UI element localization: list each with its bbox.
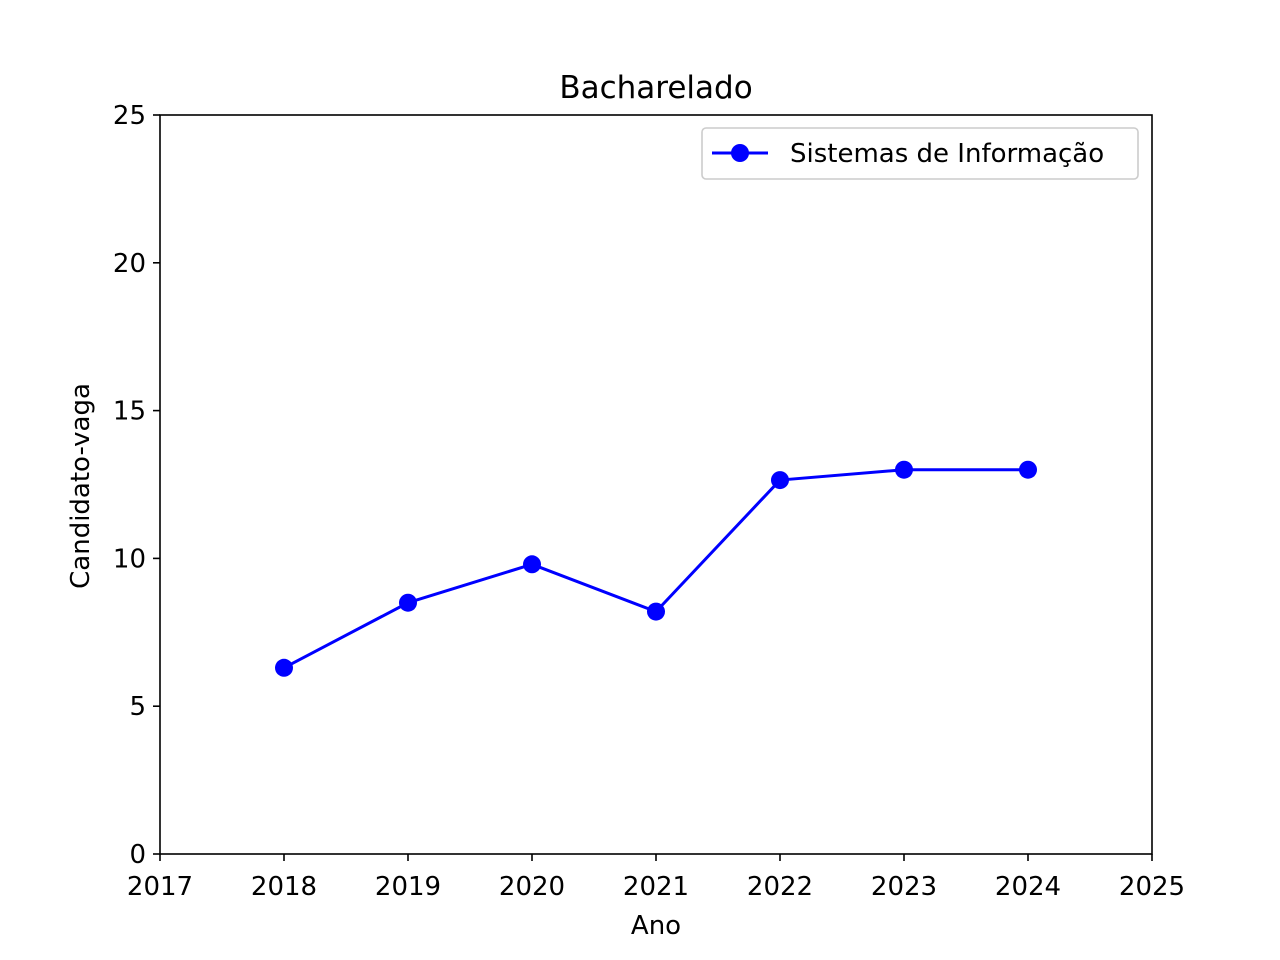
y-tick-label: 5	[129, 692, 146, 722]
x-tick-label: 2025	[1119, 872, 1185, 902]
data-point	[523, 555, 541, 574]
x-tick-label: 2018	[251, 872, 317, 902]
y-axis: 0 5 10 15 20 25	[113, 101, 160, 870]
y-tick-label: 20	[113, 249, 146, 279]
data-point	[895, 460, 913, 479]
data-point	[399, 593, 417, 612]
x-tick-label: 2020	[499, 872, 565, 902]
data-point	[1019, 460, 1037, 479]
data-point	[647, 602, 665, 621]
legend-label: Sistemas de Informação	[790, 139, 1104, 169]
x-tick-label: 2024	[995, 872, 1061, 902]
y-tick-label: 0	[129, 840, 146, 870]
y-tick-label: 25	[113, 101, 146, 131]
data-point	[771, 471, 789, 490]
x-axis-title: Ano	[631, 911, 681, 941]
x-tick-label: 2022	[747, 872, 813, 902]
legend-marker-swatch	[731, 144, 749, 162]
x-tick-label: 2023	[871, 872, 937, 902]
x-tick-label: 2021	[623, 872, 689, 902]
x-tick-label: 2017	[127, 872, 193, 902]
series-layer	[275, 460, 1037, 677]
x-axis: 2017 2018 2019 2020 2021 2022 2023 2024 2025	[127, 854, 1185, 902]
data-point	[275, 658, 293, 677]
y-axis-title: Candidato-vaga	[66, 383, 96, 589]
legend-box	[701, 127, 1139, 180]
y-tick-label: 15	[113, 397, 146, 427]
legend: Sistemas de Informação	[701, 127, 1139, 180]
y-tick-label: 10	[113, 544, 146, 574]
chart-title: Bacharelado	[559, 70, 752, 106]
x-tick-label: 2019	[375, 872, 441, 902]
